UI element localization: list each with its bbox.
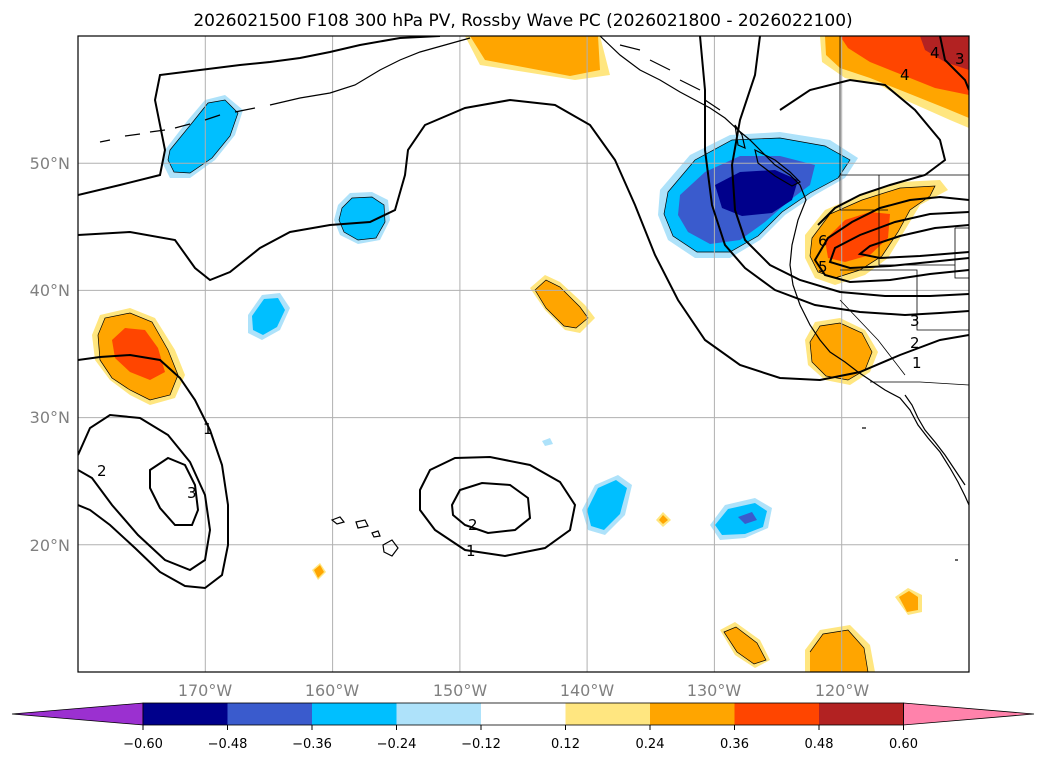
contour-label: 6 — [818, 232, 828, 250]
contour-label: 3 — [187, 484, 197, 502]
contour-label: 2 — [468, 516, 478, 534]
lon-axis: 170°W 160°W 150°W 140°W 130°W 120°W — [178, 681, 870, 700]
lat-label: 20°N — [30, 536, 70, 555]
contour-labels: 1 2 3 1 2 1 2 3 4 5 6 3 4 — [97, 44, 965, 560]
lat-label: 30°N — [30, 408, 70, 427]
map-frame — [77, 35, 970, 673]
colorbar-tick-label: −0.48 — [208, 737, 248, 752]
lat-axis: 50°N 40°N 30°N 20°N — [30, 154, 70, 555]
colorbar: −0.60 −0.48 −0.36 −0.24 −0.12 0.12 0.24 … — [11, 702, 1035, 752]
colorbar-tick-label: −0.36 — [292, 737, 332, 752]
lon-label: 150°W — [433, 681, 488, 700]
lon-label: 160°W — [305, 681, 360, 700]
lat-label: 50°N — [30, 154, 70, 173]
colorbar-tick-label: 0.24 — [636, 737, 665, 752]
map-area: 1 2 3 1 2 1 2 3 4 5 6 3 4 — [78, 36, 969, 672]
colorbar-segment — [565, 703, 650, 725]
colorbar-segment — [734, 703, 819, 725]
colorbar-extend-max — [903, 702, 1035, 726]
contour-label: 3 — [910, 312, 920, 330]
colorbar-segment — [650, 703, 735, 725]
lon-label: 140°W — [560, 681, 615, 700]
contour-label: 3 — [955, 50, 965, 68]
contour-label: 1 — [912, 354, 922, 372]
colorbar-ticks — [142, 725, 904, 730]
contour-label: 4 — [930, 44, 940, 62]
gridlines — [78, 36, 969, 672]
colorbar-tick-label: 0.12 — [551, 737, 580, 752]
colorbar-tick-label: −0.12 — [461, 737, 501, 752]
figure-title: 2026021500 F108 300 hPa PV, Rossby Wave … — [193, 11, 852, 31]
contour-label: 5 — [818, 258, 828, 276]
colorbar-segment — [481, 703, 566, 725]
contour-label: 2 — [97, 462, 107, 480]
colorbar-segment — [396, 703, 481, 725]
lon-label: 170°W — [178, 681, 233, 700]
colorbar-segment — [819, 703, 904, 725]
colorbar-segment — [227, 703, 312, 725]
colorbar-tick-label: 0.36 — [720, 737, 749, 752]
colorbar-extend-min — [11, 702, 144, 726]
colorbar-tick-label: −0.24 — [377, 737, 417, 752]
contours — [78, 36, 969, 590]
colorbar-tick-label: −0.60 — [123, 737, 163, 752]
lon-label: 120°W — [815, 681, 870, 700]
contour-label: 1 — [466, 542, 476, 560]
lat-label: 40°N — [30, 281, 70, 300]
colorbar-tick-label: 0.60 — [889, 737, 918, 752]
contour-label: 4 — [900, 66, 910, 84]
contour-label: 1 — [203, 420, 213, 438]
contour-label: 2 — [910, 334, 920, 352]
colorbar-segment — [143, 703, 228, 725]
colorbar-frame — [142, 702, 904, 726]
colorbar-tick-label: 0.48 — [805, 737, 834, 752]
pv-outlines — [97, 99, 936, 672]
colorbar-segment — [312, 703, 397, 725]
lon-label: 130°W — [687, 681, 742, 700]
pv-shading — [92, 36, 969, 672]
